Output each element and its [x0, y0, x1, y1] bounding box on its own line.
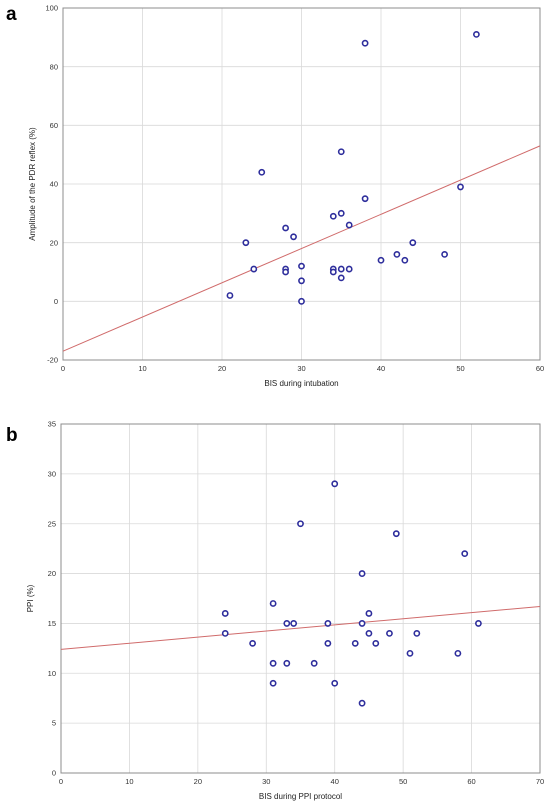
- y-tick-label: 60: [50, 121, 58, 130]
- data-point: [221, 630, 229, 637]
- data-point: [472, 31, 480, 38]
- x-tick-label: 0: [61, 364, 65, 373]
- data-point: [337, 274, 345, 282]
- y-axis-title: PPI (%): [26, 584, 35, 612]
- data-point: [358, 570, 366, 577]
- x-tick-label: 10: [138, 364, 146, 373]
- data-point: [297, 520, 304, 528]
- data-point: [269, 679, 277, 687]
- plot-frame: [60, 423, 541, 774]
- data-point: [269, 659, 277, 667]
- x-tick-label: 50: [399, 777, 407, 786]
- data-point: [226, 292, 234, 299]
- x-tick-label: 60: [536, 364, 544, 373]
- x-tick-label: 0: [59, 777, 63, 786]
- data-point: [358, 620, 366, 627]
- y-tick-label: 0: [54, 297, 58, 306]
- data-point: [337, 265, 345, 273]
- regression-line: [62, 145, 541, 352]
- data-point: [392, 530, 400, 538]
- y-tick-label: 20: [50, 238, 58, 247]
- data-point: [221, 610, 229, 617]
- y-tick-label: 30: [48, 469, 56, 478]
- data-point: [358, 699, 366, 707]
- x-tick-label: 10: [125, 777, 133, 786]
- data-point: [282, 268, 289, 276]
- data-point: [283, 659, 291, 667]
- y-tick-label: 10: [48, 669, 56, 678]
- y-tick-label: 35: [48, 420, 56, 429]
- x-axis-title: BIS during PPI protocol: [259, 792, 342, 801]
- y-tick-label: 25: [48, 519, 56, 528]
- data-point: [290, 233, 297, 241]
- data-point: [298, 297, 305, 305]
- data-point: [409, 239, 417, 247]
- regression-line: [60, 605, 541, 650]
- data-point: [324, 620, 332, 627]
- data-point: [441, 250, 448, 258]
- x-tick-label: 30: [262, 777, 270, 786]
- data-point: [377, 256, 385, 264]
- data-point: [329, 212, 337, 220]
- data-point: [386, 630, 393, 637]
- x-axis-title: BIS during intubation: [264, 379, 338, 388]
- data-point: [331, 679, 339, 687]
- data-point: [337, 209, 345, 217]
- data-point: [361, 195, 369, 203]
- data-point: [351, 639, 359, 647]
- data-point: [345, 221, 353, 229]
- data-point: [457, 183, 464, 191]
- data-point: [401, 256, 409, 264]
- y-tick-label: 15: [48, 619, 56, 628]
- panel-b-label: b: [6, 425, 18, 446]
- data-point: [337, 148, 345, 156]
- data-point: [298, 277, 305, 285]
- data-point: [413, 630, 421, 637]
- data-point: [258, 168, 266, 176]
- data-point: [393, 250, 401, 258]
- x-tick-label: 70: [536, 777, 544, 786]
- data-point: [361, 39, 369, 47]
- y-tick-label: 40: [50, 180, 58, 189]
- data-point: [282, 224, 289, 232]
- data-point: [298, 262, 305, 270]
- data-point: [249, 639, 256, 647]
- data-point: [331, 480, 339, 488]
- x-tick-label: 30: [297, 364, 305, 373]
- y-tick-label: 20: [48, 569, 56, 578]
- data-point: [406, 649, 414, 657]
- y-tick-label: 5: [52, 719, 56, 728]
- x-tick-label: 40: [331, 777, 339, 786]
- panel-b-chart: 0 10 20 30 40 50 60 70 0 5 10 15 20 25 30 35 BIS during …: [26, 420, 544, 801]
- data-point: [345, 265, 353, 273]
- data-point: [283, 620, 291, 627]
- x-tick-label: 40: [377, 364, 385, 373]
- data-point: [269, 600, 277, 607]
- data-point: [365, 630, 373, 637]
- plot-frame: [62, 7, 541, 361]
- data-point: [324, 639, 332, 647]
- y-tick-label: 80: [50, 62, 58, 71]
- data-point: [454, 649, 462, 657]
- data-point: [461, 550, 469, 558]
- y-tick-label: -20: [47, 356, 58, 365]
- x-tick-label: 60: [467, 777, 475, 786]
- data-point: [372, 639, 380, 647]
- data-point: [290, 620, 298, 627]
- x-tick-label: 20: [194, 777, 202, 786]
- x-tick-label: 20: [218, 364, 226, 373]
- data-point: [475, 620, 482, 627]
- y-axis-title: Amplitude of the PDR reflex (%): [28, 127, 37, 241]
- data-point: [365, 610, 373, 617]
- x-tick-label: 50: [456, 364, 464, 373]
- y-tick-label: 0: [52, 769, 56, 778]
- data-point: [310, 659, 318, 667]
- y-tick-label: 100: [45, 4, 58, 13]
- data-point: [329, 268, 337, 276]
- data-point: [250, 265, 258, 273]
- panel-a-label: a: [6, 4, 17, 25]
- data-point: [242, 239, 250, 247]
